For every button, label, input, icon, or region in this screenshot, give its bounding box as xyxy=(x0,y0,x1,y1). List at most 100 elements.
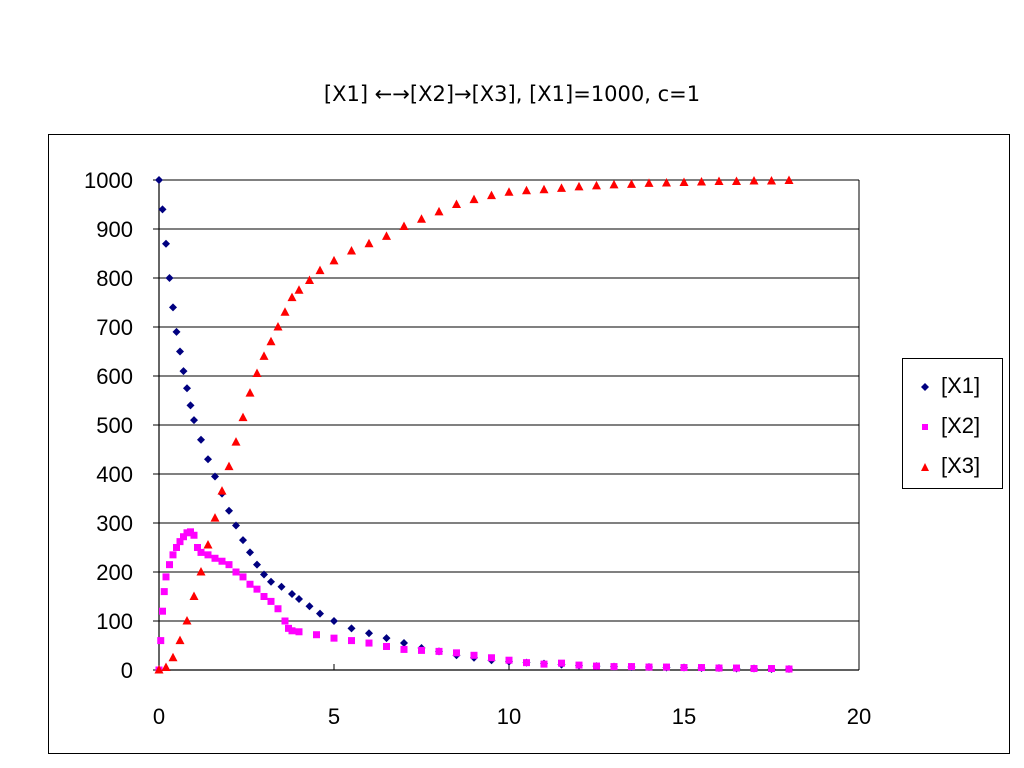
y-tick-label-100: 100 xyxy=(96,609,133,634)
data-point-x3 xyxy=(175,635,185,645)
y-tick-label-900: 900 xyxy=(96,217,133,242)
chart-area xyxy=(48,134,1010,754)
data-point-x2 xyxy=(575,661,583,669)
data-point-x2 xyxy=(628,663,635,671)
series-layer xyxy=(154,175,794,674)
data-point-x1 xyxy=(295,594,303,603)
data-point-x2 xyxy=(750,665,758,673)
data-point-x2 xyxy=(211,554,219,562)
y-tick-label-300: 300 xyxy=(96,511,133,536)
legend-label-x1: [X1] xyxy=(941,373,981,398)
data-point-x3 xyxy=(273,322,283,331)
data-point-x3 xyxy=(434,206,444,216)
data-point-x3 xyxy=(662,177,671,187)
data-point-x2 xyxy=(680,664,688,672)
data-point-x2 xyxy=(453,649,460,657)
data-point-x3 xyxy=(557,183,566,192)
data-point-x3 xyxy=(399,221,409,231)
data-point-x2 xyxy=(173,544,180,551)
data-point-x3 xyxy=(305,275,314,284)
data-point-x3 xyxy=(245,388,255,397)
data-point-x1 xyxy=(158,205,167,214)
data-point-x3 xyxy=(231,437,241,446)
y-tick-label-400: 400 xyxy=(96,462,133,487)
data-point-x1 xyxy=(162,239,170,248)
data-point-x3 xyxy=(697,176,706,186)
data-point-x2 xyxy=(281,617,289,625)
gridlines xyxy=(159,179,859,622)
data-point-x2 xyxy=(768,665,775,673)
data-point-x2 xyxy=(733,664,740,672)
legend-item-x1: [X1] xyxy=(903,367,1002,407)
data-point-x3 xyxy=(382,231,391,240)
data-point-x3 xyxy=(469,194,479,204)
triangle-marker-icon xyxy=(921,463,929,471)
series-3 xyxy=(154,175,794,674)
data-point-x3 xyxy=(196,567,206,576)
data-point-x1 xyxy=(176,347,184,356)
data-point-x2 xyxy=(418,646,425,654)
data-point-x2 xyxy=(176,538,184,546)
data-point-x2 xyxy=(383,642,390,650)
data-point-x1 xyxy=(267,577,275,586)
data-point-x3 xyxy=(238,412,248,422)
data-point-x3 xyxy=(504,187,514,196)
data-point-x3 xyxy=(287,292,297,302)
data-point-x1 xyxy=(330,617,338,625)
data-point-x1 xyxy=(179,367,188,376)
data-point-x1 xyxy=(347,624,356,633)
data-point-x2 xyxy=(225,561,233,569)
data-point-x3 xyxy=(749,175,759,185)
data-point-x1 xyxy=(246,548,254,557)
data-point-x3 xyxy=(627,179,636,188)
data-point-x3 xyxy=(364,238,374,248)
data-point-x3 xyxy=(714,176,724,185)
data-point-x2 xyxy=(246,580,254,588)
data-point-x2 xyxy=(260,593,268,600)
legend-label-x2: [X2] xyxy=(941,413,981,438)
data-point-x3 xyxy=(189,591,199,600)
data-point-x2 xyxy=(698,664,705,672)
square-marker-icon xyxy=(922,424,928,430)
data-point-x2 xyxy=(365,639,373,647)
data-point-x1 xyxy=(305,602,314,611)
data-point-x3 xyxy=(609,179,619,189)
data-point-x2 xyxy=(663,663,670,671)
x-tick-label-0: 0 xyxy=(153,704,165,729)
data-point-x2 xyxy=(239,573,247,581)
data-point-x1 xyxy=(190,416,198,425)
y-tick-label-200: 200 xyxy=(96,560,133,585)
data-point-x1 xyxy=(169,303,177,312)
data-point-x2 xyxy=(267,597,275,605)
data-point-x3 xyxy=(315,265,325,275)
data-point-x3 xyxy=(224,461,234,471)
data-point-x2 xyxy=(785,665,793,673)
data-point-x3 xyxy=(574,181,584,191)
data-point-x1 xyxy=(239,536,247,545)
data-point-x3 xyxy=(161,662,171,672)
data-point-x1 xyxy=(288,590,296,599)
data-point-x3 xyxy=(539,184,549,194)
legend: [X1] [X2] [X3] xyxy=(902,358,1003,489)
data-point-x1 xyxy=(172,327,181,336)
data-point-x1 xyxy=(183,384,191,393)
data-point-x1 xyxy=(197,435,205,444)
data-point-x3 xyxy=(210,513,220,522)
data-point-x3 xyxy=(732,176,741,185)
data-point-x2 xyxy=(400,645,408,653)
data-point-x3 xyxy=(329,255,339,265)
y-tick-label-1000: 1000 xyxy=(84,168,133,193)
data-point-x1 xyxy=(277,582,286,591)
data-point-x3 xyxy=(182,616,192,625)
data-point-x2 xyxy=(348,637,355,645)
data-point-x2 xyxy=(715,664,723,672)
data-point-x3 xyxy=(452,199,461,208)
data-point-x2 xyxy=(157,637,165,645)
data-point-x2 xyxy=(159,607,166,615)
legend-label-x3: [X3] xyxy=(941,453,981,478)
data-point-x2 xyxy=(288,627,296,635)
x-tick-label-15: 15 xyxy=(672,704,696,729)
data-point-x2 xyxy=(197,548,205,556)
data-point-x2 xyxy=(488,654,495,662)
